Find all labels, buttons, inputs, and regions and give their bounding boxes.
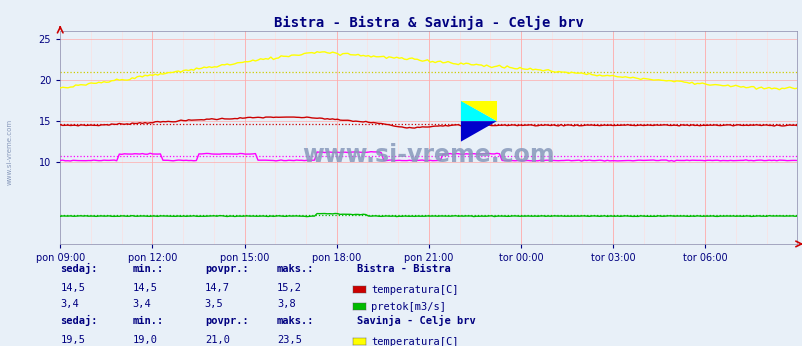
Text: sedaj:: sedaj:	[60, 315, 98, 326]
Polygon shape	[460, 101, 496, 121]
Text: Bistra - Bistra: Bistra - Bistra	[357, 264, 451, 274]
Text: 15,2: 15,2	[277, 283, 302, 293]
Text: www.si-vreme.com: www.si-vreme.com	[6, 119, 13, 185]
Text: pretok[m3/s]: pretok[m3/s]	[371, 302, 445, 312]
Text: povpr.:: povpr.:	[205, 264, 248, 274]
Text: maks.:: maks.:	[277, 316, 314, 326]
Text: povpr.:: povpr.:	[205, 316, 248, 326]
Text: maks.:: maks.:	[277, 264, 314, 274]
Text: temperatura[C]: temperatura[C]	[371, 285, 458, 295]
Text: 19,0: 19,0	[132, 335, 157, 345]
Text: min.:: min.:	[132, 264, 164, 274]
Text: 21,0: 21,0	[205, 335, 229, 345]
Text: 3,4: 3,4	[60, 299, 79, 309]
Text: 14,5: 14,5	[60, 283, 85, 293]
Text: www.si-vreme.com: www.si-vreme.com	[302, 143, 554, 166]
Text: 3,8: 3,8	[277, 299, 295, 309]
Text: 14,5: 14,5	[132, 283, 157, 293]
Text: min.:: min.:	[132, 316, 164, 326]
Text: 14,7: 14,7	[205, 283, 229, 293]
Title: Bistra - Bistra & Savinja - Celje brv: Bistra - Bistra & Savinja - Celje brv	[273, 16, 583, 30]
Text: 3,4: 3,4	[132, 299, 151, 309]
Text: 19,5: 19,5	[60, 335, 85, 345]
Polygon shape	[460, 101, 496, 121]
Text: sedaj:: sedaj:	[60, 263, 98, 274]
Text: Savinja - Celje brv: Savinja - Celje brv	[357, 315, 476, 326]
Text: 23,5: 23,5	[277, 335, 302, 345]
Text: 3,5: 3,5	[205, 299, 223, 309]
Polygon shape	[460, 121, 496, 142]
Text: temperatura[C]: temperatura[C]	[371, 337, 458, 346]
